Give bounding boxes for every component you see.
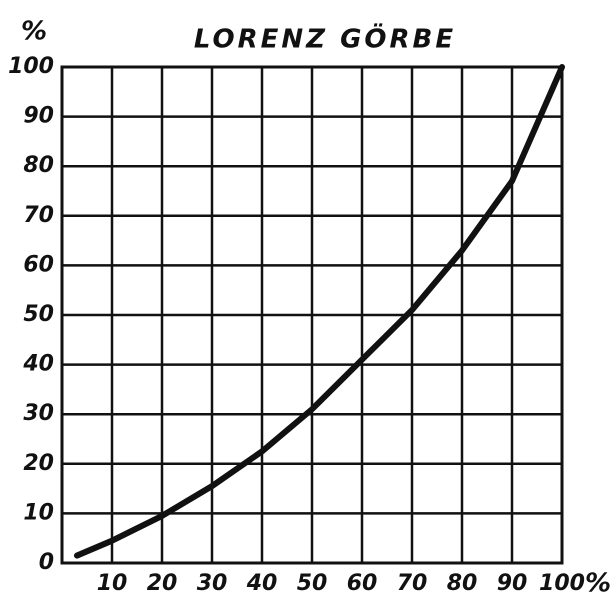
x-tick-label: 70	[397, 571, 428, 596]
x-tick-label: 10	[97, 571, 128, 596]
y-tick-label: 70	[23, 203, 54, 228]
y-tick-label: 10	[23, 500, 54, 525]
y-tick-label: 50	[23, 302, 54, 327]
y-tick-label: 60	[23, 252, 54, 277]
x-tick-label: 40	[246, 571, 278, 596]
y-tick-label: 100	[8, 54, 54, 79]
y-tick-label: 20	[23, 451, 54, 476]
x-axis-label: %	[585, 569, 611, 599]
y-tick-label: 0	[39, 550, 54, 575]
x-tick-label: 80	[447, 571, 478, 596]
x-tick-label: 50	[297, 571, 328, 596]
x-tick-label: 60	[347, 571, 378, 596]
x-tick-label: 30	[197, 571, 228, 596]
y-tick-label: 80	[23, 153, 54, 178]
y-axis-label: %	[21, 17, 47, 47]
x-tick-label: 100	[539, 571, 585, 596]
y-tick-label: 90	[23, 104, 54, 129]
chart-title: LORENZ GÖRBE	[194, 22, 456, 55]
lorenz-curve	[74, 64, 565, 559]
y-tick-label: 30	[23, 401, 54, 426]
y-tick-label: 40	[22, 352, 54, 377]
x-tick-label: 90	[497, 571, 528, 596]
x-tick-label: 20	[147, 571, 178, 596]
